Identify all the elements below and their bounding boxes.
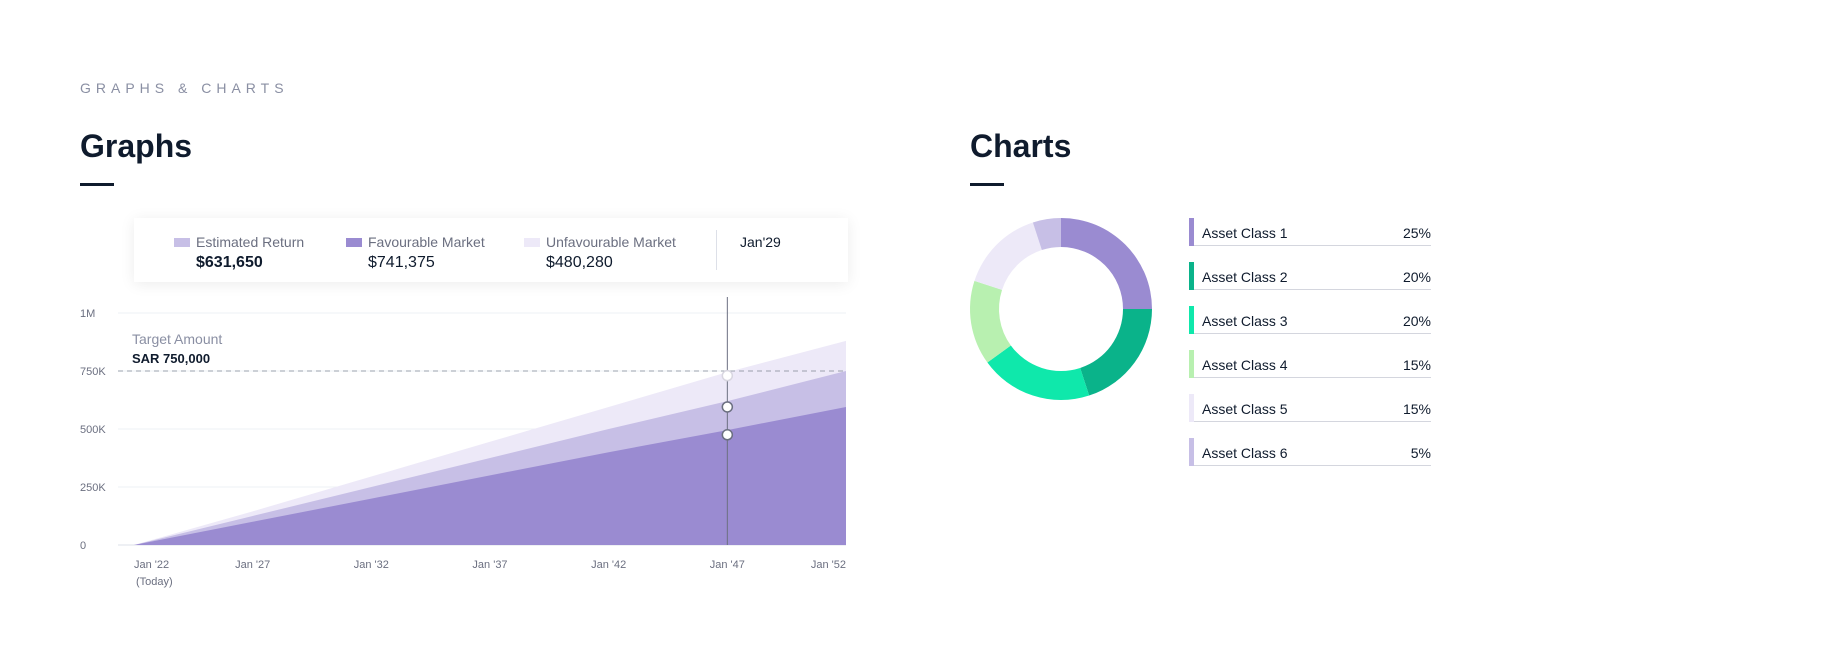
legend-color-bar <box>1189 218 1194 246</box>
legend-percentage: 20% <box>1402 269 1431 285</box>
y-tick-label: 1M <box>80 308 95 320</box>
tooltip-label-estimated: Estimated Return <box>196 234 305 250</box>
x-tick-label: Jan '22 <box>134 559 169 571</box>
legend-underline <box>1194 245 1431 246</box>
target-amount-label: Target Amount <box>132 331 223 347</box>
legend-color-bar <box>1189 394 1194 422</box>
x-tick-label: Jan '37 <box>472 559 507 571</box>
x-tick-label: Jan '42 <box>591 559 626 571</box>
tooltip-value-estimated: $631,650 <box>196 254 263 271</box>
x-tick-label: Jan '32 <box>354 559 389 571</box>
tooltip-value-unfavourable: $480,280 <box>546 254 613 271</box>
y-tick-label: 750K <box>80 366 106 378</box>
tooltip-swatch-estimated <box>174 238 190 247</box>
legend-underline <box>1194 333 1431 334</box>
legend-label: Asset Class 6 <box>1202 445 1288 461</box>
legend-label: Asset Class 4 <box>1202 357 1288 373</box>
asset-legend: Asset Class 1 25% Asset Class 2 20% Asset Cl… <box>1189 218 1431 482</box>
legend-color-bar <box>1189 438 1194 466</box>
tooltip-caret <box>720 282 735 289</box>
x-tick-label: Jan '52 <box>811 559 846 571</box>
hover-point <box>721 369 734 382</box>
legend-item: Asset Class 5 15% <box>1189 394 1431 438</box>
tooltip-date: Jan'29 <box>740 234 781 250</box>
graphs-heading-underline <box>80 183 114 186</box>
legend-color-bar <box>1189 306 1194 334</box>
chart-tooltip: Estimated Return $631,650 Favourable Mar… <box>134 218 848 282</box>
hover-point <box>721 401 734 413</box>
target-amount-value: SAR 750,000 <box>132 351 211 366</box>
legend-label: Asset Class 1 <box>1202 225 1288 241</box>
x-tick-label: Jan '47 <box>710 559 745 571</box>
hover-point <box>721 429 734 441</box>
y-tick-label: 0 <box>80 540 86 552</box>
legend-color-bar <box>1189 350 1194 378</box>
legend-percentage: 15% <box>1402 357 1431 373</box>
tooltip-value-favourable: $741,375 <box>368 254 435 271</box>
legend-label: Asset Class 2 <box>1202 269 1288 285</box>
legend-percentage: 15% <box>1402 401 1431 417</box>
legend-label: Asset Class 3 <box>1202 313 1288 329</box>
y-tick-label: 500K <box>80 424 106 436</box>
graphs-heading: Graphs <box>80 128 193 164</box>
legend-percentage: 25% <box>1402 225 1431 241</box>
tooltip-swatch-unfavourable <box>524 238 540 247</box>
legend-underline <box>1194 421 1431 422</box>
tooltip-label-favourable: Favourable Market <box>368 234 485 250</box>
tooltip-label-unfavourable: Unfavourable Market <box>546 234 676 250</box>
legend-underline <box>1194 377 1431 378</box>
legend-percentage: 5% <box>1410 445 1431 461</box>
legend-item: Asset Class 2 20% <box>1189 262 1431 306</box>
charts-heading: Charts <box>970 128 1072 164</box>
x-tick-label: Jan '27 <box>235 559 270 571</box>
legend-color-bar <box>1189 262 1194 290</box>
legend-percentage: 20% <box>1402 313 1431 329</box>
legend-underline <box>1194 465 1431 466</box>
legend-item: Asset Class 6 5% <box>1189 438 1431 482</box>
legend-underline <box>1194 289 1431 290</box>
area-series-3 <box>134 406 846 545</box>
section-eyebrow: GRAPHS & CHARTS <box>80 80 289 96</box>
tooltip-divider <box>716 230 717 270</box>
legend-label: Asset Class 5 <box>1202 401 1288 417</box>
legend-item: Asset Class 1 25% <box>1189 218 1431 262</box>
x-tick-sublabel: (Today) <box>136 576 173 588</box>
y-tick-label: 250K <box>80 482 106 494</box>
tooltip-swatch-favourable <box>346 238 362 247</box>
legend-item: Asset Class 4 15% <box>1189 350 1431 394</box>
legend-item: Asset Class 3 20% <box>1189 306 1431 350</box>
charts-heading-underline <box>970 183 1004 186</box>
